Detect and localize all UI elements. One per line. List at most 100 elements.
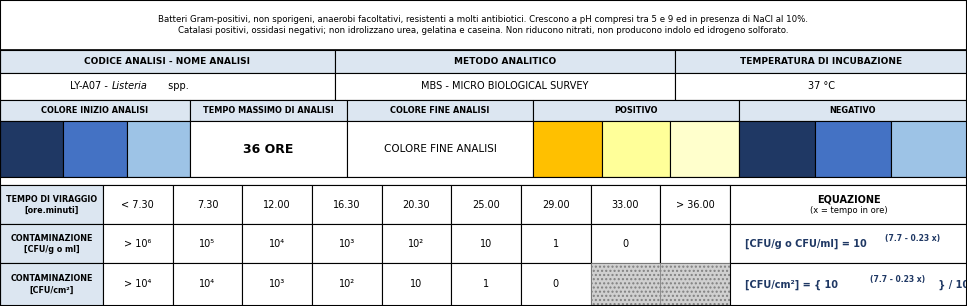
- Bar: [452, 224, 521, 263]
- Bar: [347, 121, 533, 177]
- Bar: [521, 224, 591, 263]
- Bar: [533, 121, 601, 177]
- Bar: [591, 185, 660, 224]
- Text: 12.00: 12.00: [263, 200, 291, 210]
- Text: > 36.00: > 36.00: [676, 200, 715, 210]
- Text: LY-A07 -: LY-A07 -: [70, 81, 111, 91]
- Text: 10²: 10²: [408, 239, 425, 249]
- Text: TEMPO DI VIRAGGIO
[ore.minuti]: TEMPO DI VIRAGGIO [ore.minuti]: [6, 195, 97, 215]
- Text: COLORE FINE ANALISI: COLORE FINE ANALISI: [384, 144, 496, 154]
- Bar: [0, 73, 335, 100]
- Bar: [312, 263, 382, 306]
- Bar: [675, 50, 967, 73]
- Bar: [0, 0, 967, 50]
- Text: [CFU/g o CFU/ml] = 10: [CFU/g o CFU/ml] = 10: [745, 239, 866, 249]
- Text: 7.30: 7.30: [196, 200, 219, 210]
- Bar: [173, 185, 243, 224]
- Text: 10: 10: [480, 239, 492, 249]
- Bar: [660, 185, 730, 224]
- Bar: [660, 224, 730, 263]
- Bar: [312, 185, 382, 224]
- Text: 10⁵: 10⁵: [199, 239, 216, 249]
- Text: > 10⁴: > 10⁴: [124, 279, 152, 289]
- Text: NEGATIVO: NEGATIVO: [830, 106, 876, 115]
- Bar: [127, 121, 190, 177]
- Bar: [335, 73, 675, 100]
- Bar: [730, 224, 967, 263]
- Text: 37 °C: 37 °C: [807, 81, 835, 91]
- Text: Batteri Gram-positivi, non sporigeni, anaerobi facoltativi, resistenti a molti a: Batteri Gram-positivi, non sporigeni, an…: [159, 15, 808, 35]
- Bar: [0, 263, 103, 306]
- Bar: [335, 50, 675, 73]
- Bar: [0, 121, 63, 177]
- Text: 25.00: 25.00: [472, 200, 500, 210]
- Bar: [660, 263, 730, 306]
- Text: 10³: 10³: [338, 239, 355, 249]
- Text: 16.30: 16.30: [333, 200, 361, 210]
- Bar: [0, 100, 190, 121]
- Bar: [63, 121, 127, 177]
- Bar: [347, 100, 533, 121]
- Bar: [0, 177, 967, 185]
- Bar: [190, 121, 347, 177]
- Text: 0: 0: [623, 239, 629, 249]
- Bar: [0, 185, 103, 224]
- Bar: [815, 121, 891, 177]
- Bar: [891, 121, 967, 177]
- Text: < 7.30: < 7.30: [122, 200, 154, 210]
- Bar: [382, 263, 452, 306]
- Text: TEMPO MASSIMO DI ANALISI: TEMPO MASSIMO DI ANALISI: [203, 106, 334, 115]
- Bar: [173, 224, 243, 263]
- Bar: [0, 224, 103, 263]
- Bar: [452, 185, 521, 224]
- Bar: [0, 50, 335, 73]
- Text: 33.00: 33.00: [612, 200, 639, 210]
- Bar: [521, 263, 591, 306]
- Bar: [190, 100, 347, 121]
- Text: CODICE ANALISI - NOME ANALISI: CODICE ANALISI - NOME ANALISI: [84, 57, 250, 66]
- Bar: [739, 100, 967, 121]
- Bar: [243, 185, 312, 224]
- Bar: [173, 263, 243, 306]
- Bar: [730, 185, 967, 224]
- Bar: [452, 263, 521, 306]
- Bar: [533, 100, 739, 121]
- Bar: [591, 224, 660, 263]
- Text: CONTAMINAZIONE
[CFU/g o ml]: CONTAMINAZIONE [CFU/g o ml]: [11, 233, 93, 254]
- Bar: [591, 263, 660, 306]
- Text: MBS - MICRO BIOLOGICAL SURVEY: MBS - MICRO BIOLOGICAL SURVEY: [422, 81, 589, 91]
- Text: 1: 1: [484, 279, 489, 289]
- Text: 36 ORE: 36 ORE: [244, 143, 294, 155]
- Text: spp.: spp.: [165, 81, 189, 91]
- Bar: [730, 263, 967, 306]
- Text: METODO ANALITICO: METODO ANALITICO: [454, 57, 556, 66]
- Text: EQUAZIONE: EQUAZIONE: [817, 195, 880, 205]
- Text: 10⁴: 10⁴: [199, 279, 216, 289]
- Bar: [382, 224, 452, 263]
- Bar: [243, 224, 312, 263]
- Bar: [675, 73, 967, 100]
- Bar: [103, 185, 173, 224]
- Text: } / 100: } / 100: [935, 279, 967, 289]
- Text: 0: 0: [553, 279, 559, 289]
- Text: (x = tempo in ore): (x = tempo in ore): [809, 206, 888, 215]
- Text: 10⁴: 10⁴: [269, 239, 285, 249]
- Bar: [739, 121, 815, 177]
- Bar: [601, 121, 670, 177]
- Text: 1: 1: [553, 239, 559, 249]
- Bar: [382, 185, 452, 224]
- Bar: [521, 185, 591, 224]
- Bar: [103, 263, 173, 306]
- Text: POSITIVO: POSITIVO: [614, 106, 658, 115]
- Text: (7.7 - 0.23 x): (7.7 - 0.23 x): [870, 275, 925, 284]
- Bar: [243, 263, 312, 306]
- Text: 10: 10: [410, 279, 423, 289]
- Text: > 10⁶: > 10⁶: [124, 239, 152, 249]
- Bar: [312, 224, 382, 263]
- Text: 20.30: 20.30: [402, 200, 430, 210]
- Text: COLORE FINE ANALISI: COLORE FINE ANALISI: [391, 106, 489, 115]
- Text: Listeria: Listeria: [112, 81, 148, 91]
- Text: (7.7 - 0.23 x): (7.7 - 0.23 x): [885, 234, 940, 243]
- Bar: [670, 121, 739, 177]
- Bar: [103, 224, 173, 263]
